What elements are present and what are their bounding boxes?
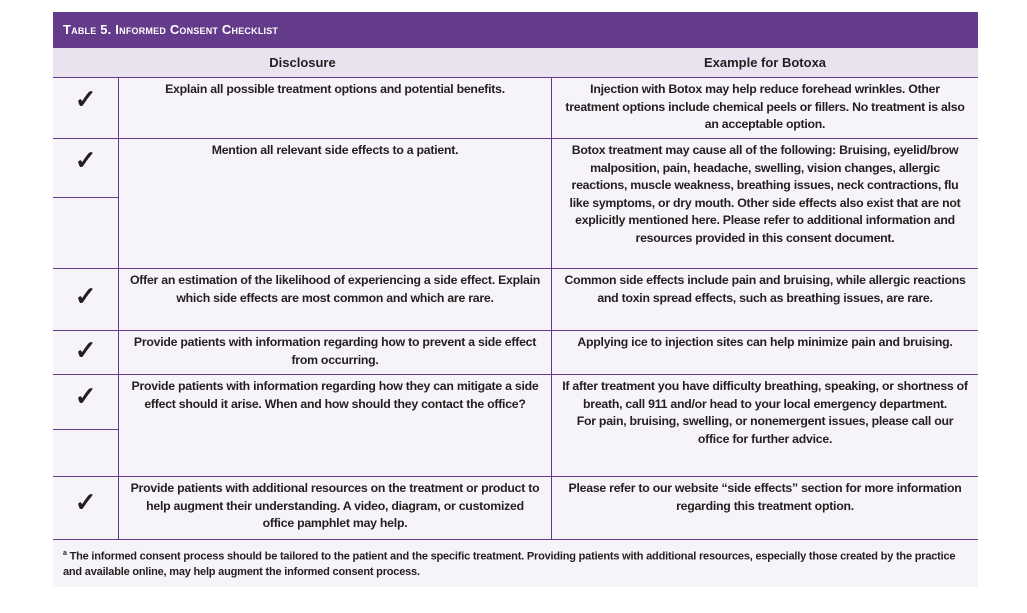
example-cell: Injection with Botox may help reduce for… — [565, 82, 965, 131]
disclosure-cell: Provide patients with additional resourc… — [119, 477, 552, 539]
footnote-text: The informed consent process should be t… — [63, 550, 956, 578]
example-text: For pain, bruising, swelling, or nonemer… — [576, 414, 954, 446]
example-cell: If after treatment you have difficulty b… — [552, 375, 978, 476]
disclosure-cell: Explain all possible treatment options a… — [119, 78, 552, 138]
table-row: ✓ Provide patients with information rega… — [53, 331, 978, 375]
table-title: Table 5. Informed Consent Checklist — [53, 12, 978, 48]
example-text: If after treatment you have difficulty b… — [562, 379, 968, 411]
checkmark-icon: ✓ — [74, 335, 97, 365]
example-cell: Common side effects include pain and bru… — [564, 273, 966, 305]
example-cell: Please refer to our website “side effect… — [568, 481, 962, 513]
header-row: Disclosure Example for Botoxa — [53, 48, 978, 78]
table-row: ✓ Provide patients with additional resou… — [53, 477, 978, 540]
disclosure-cell: Provide patients with information regard… — [119, 331, 552, 374]
table-row: ✓ Mention all relevant side effects to a… — [53, 139, 978, 269]
table-row: ✓ Provide patients with information rega… — [53, 375, 978, 477]
checkmark-icon: ✓ — [74, 487, 97, 517]
footnote: a The informed consent process should be… — [53, 540, 978, 587]
header-disclosure: Disclosure — [269, 55, 336, 70]
disclosure-cell: Provide patients with information regard… — [119, 375, 552, 476]
checkmark-icon: ✓ — [74, 281, 97, 311]
table-row: ✓ Offer an estimation of the likelihood … — [53, 269, 978, 331]
table-row: ✓ Explain all possible treatment options… — [53, 78, 978, 139]
footnote-mark: a — [63, 550, 67, 557]
header-example: Example for Botoxa — [703, 55, 827, 70]
checkmark-icon: ✓ — [53, 139, 118, 198]
checkmark-icon: ✓ — [74, 84, 97, 114]
example-cell: Botox treatment may cause all of the fol… — [569, 143, 961, 245]
disclosure-cell: Offer an estimation of the likelihood of… — [119, 269, 552, 330]
example-cell: Applying ice to injection sites can help… — [577, 335, 953, 349]
consent-checklist-table: Table 5. Informed Consent Checklist Disc… — [53, 12, 978, 587]
checkmark-icon: ✓ — [53, 375, 118, 430]
disclosure-cell: Mention all relevant side effects to a p… — [119, 139, 552, 268]
